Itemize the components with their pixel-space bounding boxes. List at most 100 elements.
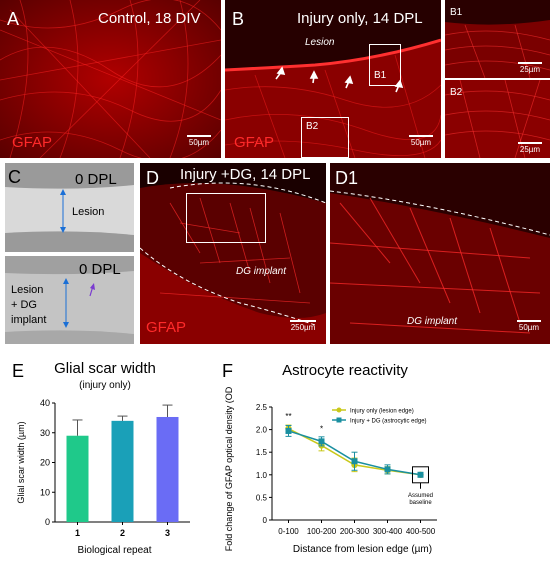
arrow-2-head: [309, 70, 319, 79]
chart-e-xtick-label: 1: [75, 528, 80, 538]
chart-f-legend-label: Injury + DG (astrocytic edge): [350, 419, 427, 425]
chart-f-point: [384, 466, 391, 473]
chart-f-title: Astrocyte reactivity: [282, 362, 408, 379]
panel-a-scalebar: 50µm: [184, 135, 214, 147]
panel-d-region: DG implant: [236, 266, 287, 277]
panel-d-image: D Injury +DG, 14 DPL DG implant GFAP 250…: [140, 163, 326, 344]
panel-d1-scale-text: 50µm: [518, 323, 540, 332]
chart-f-xtick-label: 100-200: [307, 527, 337, 536]
panel-a-scale-text: 50µm: [188, 138, 210, 147]
panel-b2-texture: [445, 80, 550, 158]
chart-e-subtitle: (injury only): [79, 380, 131, 391]
panel-c-top-image: C 0 DPL Lesion: [5, 163, 134, 252]
chart-f-legend-marker: [336, 407, 342, 413]
panel-c-bottom-texture: [5, 256, 134, 344]
panel-b1-box-label: B1: [374, 70, 387, 81]
panel-c-top-label: Lesion: [72, 206, 105, 218]
chart-f-point: [351, 458, 358, 465]
panel-a-stain: GFAP: [12, 134, 53, 151]
panel-c-bottom-label-2: + DG: [11, 299, 37, 311]
chart-f-point: [318, 438, 325, 445]
panel-c-bottom-title: 0 DPL: [79, 261, 121, 278]
chart-f-ytick-label: 0: [263, 516, 268, 525]
arrow-3-head: [344, 75, 354, 85]
panel-b2-image: B2 25µm: [445, 80, 550, 158]
chart-f-annotation-line2: baseline: [409, 500, 432, 506]
panel-b1-box: B1: [369, 44, 401, 86]
chart-f-ytick-label: 1.0: [256, 471, 268, 480]
panel-b-scalebar: 50µm: [406, 135, 436, 147]
panel-b-stain: GFAP: [234, 134, 275, 151]
panel-a-letter: A: [7, 9, 20, 29]
chart-f-point: [285, 427, 292, 434]
chart-f-annotation-line1: Assumed: [408, 493, 433, 499]
panel-b1-letter: B1: [450, 7, 463, 18]
panel-d1-scalebar: 50µm: [514, 320, 544, 332]
panel-b1-scale-text: 25µm: [519, 65, 541, 74]
panel-c-top-texture: [5, 163, 134, 252]
panel-b2-scale-text: 25µm: [519, 145, 541, 154]
panel-d1-region: DG implant: [407, 316, 458, 327]
chart-f-ytick-label: 2.5: [256, 403, 268, 412]
panel-d1-box: [186, 193, 266, 243]
panel-c-letter: C: [8, 167, 21, 187]
panel-c-bottom-label-1: Lesion: [11, 284, 44, 296]
chart-f-baseline-box: [412, 466, 429, 484]
chart-f-ytick-label: 1.5: [256, 448, 268, 457]
chart-f-ytick-label: 2.0: [256, 426, 268, 435]
panel-d-letter: D: [146, 168, 159, 188]
panel-b1-image: B1 25µm: [445, 0, 550, 78]
panel-a-title: Control, 18 DIV: [98, 10, 201, 27]
panel-d-scale-text: 250µm: [290, 323, 316, 332]
arrow-1-head: [276, 66, 286, 76]
panel-e-letter: E: [12, 361, 25, 381]
panel-b-title: Injury only, 14 DPL: [297, 10, 423, 27]
panel-b-arrows: [275, 66, 404, 93]
chart-f-legend-marker: [336, 417, 342, 423]
panel-f-letter: F: [222, 361, 233, 381]
chart-e-ytick-label: 10: [40, 487, 50, 497]
chart-e-ytick-label: 30: [40, 428, 50, 438]
panel-c-top-title: 0 DPL: [75, 171, 117, 188]
chart-e-ytick-label: 40: [40, 398, 50, 408]
chart-f-xtick-label: 300-400: [373, 527, 403, 536]
panel-d1-letter: D1: [335, 168, 359, 188]
panel-a-image: A Control, 18 DIV GFAP 50µm: [0, 0, 221, 158]
panel-c-bottom-label-3: implant: [11, 314, 47, 326]
chart-f-xtick-label: 0-100: [278, 527, 299, 536]
chart-e-ylabel: Glial scar width (µm): [16, 421, 26, 503]
chart-e-ytick-label: 20: [40, 458, 50, 468]
chart-f-significance: *: [320, 424, 323, 433]
chart-f-ylabel: Fold change of GFAP optical density (OD): [224, 387, 234, 551]
chart-e-title: Glial scar width: [54, 360, 156, 377]
arrow-4-head: [394, 79, 404, 89]
panel-b2-letter: B2: [450, 87, 463, 98]
chart-e-bar: [156, 416, 179, 522]
chart-e-xtick-label: 2: [120, 528, 125, 538]
panel-b-letter: B: [232, 9, 245, 29]
panel-b-image: B Injury only, 14 DPL Lesion B1 B2 GFAP …: [225, 0, 441, 158]
panel-d-scalebar: 250µm: [285, 320, 321, 332]
panel-a-texture: [0, 0, 221, 158]
panel-d1-texture: [330, 163, 550, 344]
panel-b1-texture: [445, 0, 550, 78]
chart-f-ytick-label: 0.5: [256, 493, 268, 502]
panel-d-stain: GFAP: [146, 319, 187, 336]
chart-f-xlabel: Distance from lesion edge (µm): [293, 544, 432, 555]
panel-b2-scalebar: 25µm: [515, 142, 545, 154]
chart-f-legend-label: Injury only (lesion edge): [350, 409, 414, 415]
chart-e-xtick-label: 3: [165, 528, 170, 538]
panel-b2-box-label: B2: [306, 121, 319, 132]
panel-b-region: Lesion: [305, 37, 335, 48]
chart-f-xtick-label: 400-500: [406, 527, 436, 536]
chart-f: 0 0.5 1.0 1.5 2.0 2.5 0-100 100-200 200-300 300-4…: [224, 387, 437, 555]
chart-e: 0 10 20 30 40 1 2 3 Biological repeat Glial scar …: [16, 398, 190, 556]
panel-d-title: Injury +DG, 14 DPL: [180, 166, 311, 183]
panel-b-scale-text: 50µm: [410, 138, 432, 147]
chart-e-ytick-label: 0: [45, 517, 50, 527]
chart-e-bar: [66, 435, 89, 522]
panel-d1-image: D1 DG implant 50µm: [330, 163, 550, 344]
chart-f-point: [417, 471, 424, 478]
panel-b-texture: [225, 0, 441, 158]
panel-d-texture: [140, 163, 326, 344]
